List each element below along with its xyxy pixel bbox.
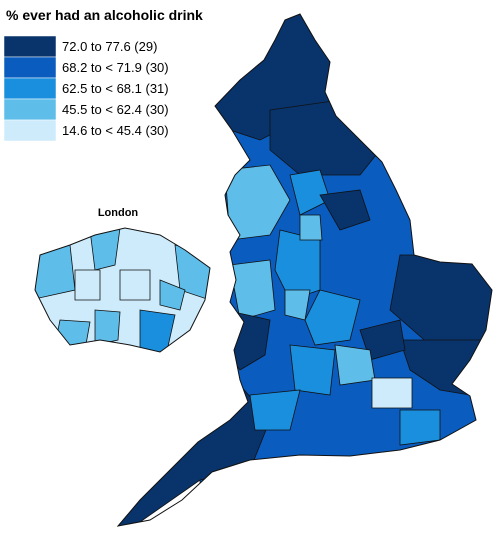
borough (35, 244, 76, 301)
region (299, 214, 323, 241)
legend-label: 68.2 to < 71.9 (30) (62, 60, 169, 75)
region (289, 344, 336, 396)
legend-swatch (3, 77, 57, 100)
legend-label: 62.5 to < 68.1 (31) (62, 81, 169, 96)
legend: 72.0 to 77.6 (29) 68.2 to < 71.9 (30) 62.5… (3, 35, 169, 142)
borough (119, 269, 151, 301)
london-inset (35, 228, 210, 352)
borough (89, 228, 121, 271)
legend-swatch (3, 35, 57, 58)
borough (94, 309, 121, 346)
england-outline (116, 13, 493, 527)
region (249, 389, 301, 431)
borough (139, 309, 176, 352)
region (399, 409, 441, 446)
legend-label: 45.5 to < 62.4 (30) (62, 102, 169, 117)
london-outline (34, 227, 211, 353)
borough (74, 269, 101, 301)
region (269, 99, 381, 176)
inset-label: London (98, 207, 139, 219)
legend-label: 14.6 to < 45.4 (30) (62, 123, 169, 138)
borough (159, 279, 186, 311)
region (118, 384, 271, 526)
borough (54, 319, 91, 351)
legend-label: 72.0 to 77.6 (29) (62, 39, 157, 54)
legend-swatch (3, 119, 57, 142)
region (334, 344, 376, 386)
region (304, 289, 361, 346)
region (229, 259, 276, 321)
region (319, 189, 371, 231)
map-title: % ever had an alcoholic drink (6, 7, 203, 23)
region (371, 377, 413, 409)
legend-swatch (3, 98, 57, 121)
legend-swatch (3, 56, 57, 79)
